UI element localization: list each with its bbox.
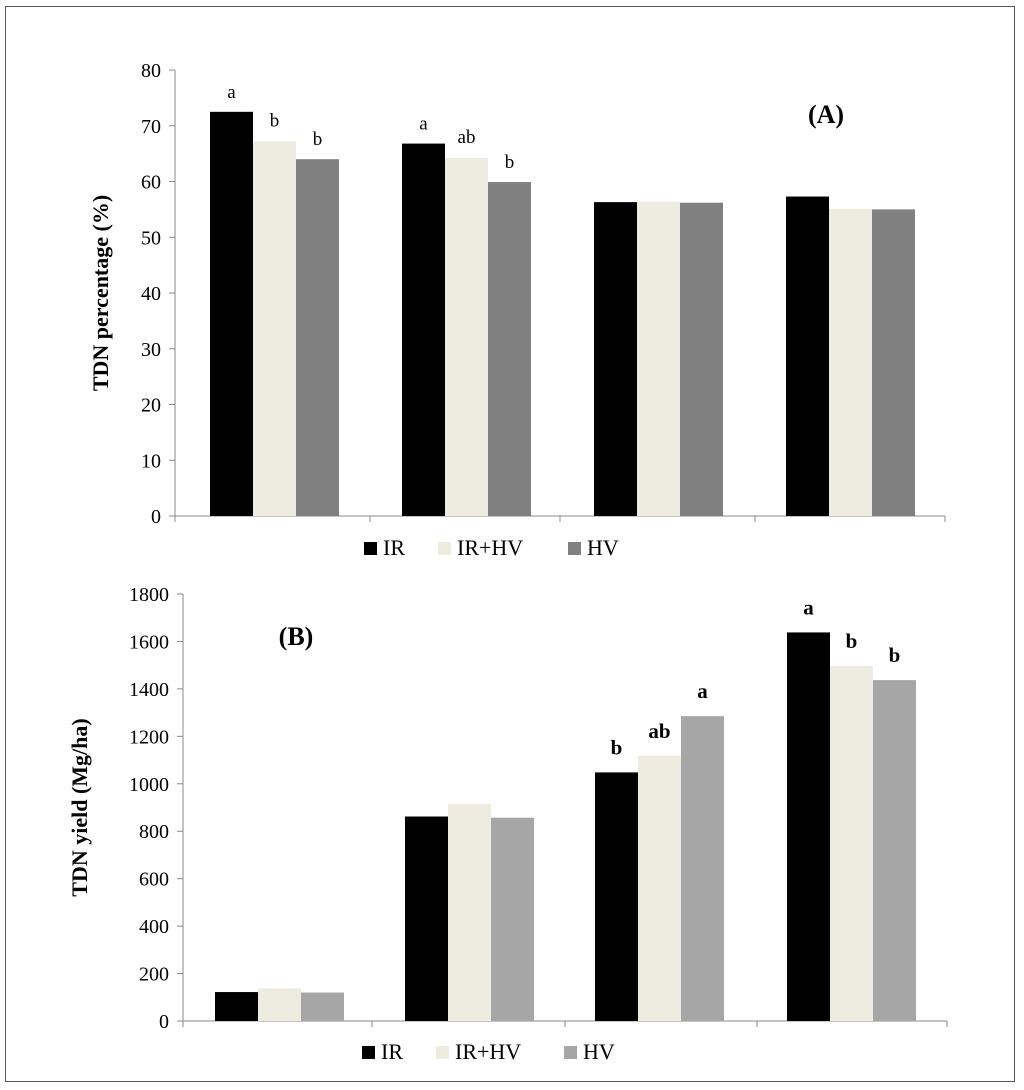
bar-a-ir-3 <box>594 202 637 516</box>
panel-label-a: (A) <box>808 100 844 129</box>
bar-a-ir-1 <box>210 111 253 516</box>
y-tick-label-a: 80 <box>141 60 161 82</box>
y-tick-label-b: 600 <box>139 869 169 891</box>
bar-b-ir-hv-4 <box>830 665 873 1021</box>
y-tick-label-b: 0 <box>159 1011 169 1033</box>
legend-swatch-b <box>436 1046 449 1059</box>
bar-a-hv-4 <box>872 209 915 516</box>
bar-a-hv-2 <box>488 182 531 516</box>
y-tick-label-a: 50 <box>141 227 161 249</box>
y-tick-label-a: 30 <box>141 339 161 361</box>
legend-swatch-a <box>438 542 451 555</box>
significance-label-a: a <box>227 82 236 103</box>
bar-b-hv-4 <box>873 680 916 1021</box>
bar-a-ir-2 <box>402 143 445 516</box>
bar-a-hv-1 <box>296 159 339 516</box>
significance-label-a: a <box>419 114 428 135</box>
legend-swatch-a <box>364 542 377 555</box>
bar-b-ir-hv-2 <box>448 803 491 1021</box>
bar-b-ir-2 <box>405 816 448 1021</box>
bar-b-hv-3 <box>681 716 724 1021</box>
bar-b-hv-2 <box>491 817 534 1021</box>
significance-label-b: a <box>697 679 708 703</box>
bar-b-hv-1 <box>301 992 344 1021</box>
bar-a-ir-4 <box>786 196 829 517</box>
y-tick-label-b: 1400 <box>129 679 169 701</box>
y-tick-label-b: 800 <box>139 821 169 843</box>
y-tick-label-b: 1200 <box>129 726 169 748</box>
significance-label-a: b <box>505 152 515 173</box>
y-tick-label-a: 10 <box>141 450 161 472</box>
legend-swatch-b <box>564 1046 577 1059</box>
significance-label-b: b <box>611 735 623 759</box>
bar-a-ir-hv-4 <box>829 208 872 516</box>
y-tick-label-a: 60 <box>141 172 161 194</box>
legend-label-a: IR <box>383 535 405 560</box>
y-tick-label-a: 0 <box>151 506 161 528</box>
bar-a-ir-hv-2 <box>445 158 488 516</box>
bar-b-ir-hv-1 <box>258 988 301 1021</box>
significance-label-a: ab <box>458 127 476 148</box>
y-tick-label-b: 1600 <box>129 631 169 653</box>
bar-a-ir-hv-1 <box>253 141 296 517</box>
significance-label-a: b <box>313 129 323 150</box>
significance-label-b: b <box>889 643 901 667</box>
bar-b-ir-hv-3 <box>638 755 681 1021</box>
legend-swatch-a <box>568 542 581 555</box>
legend-label-a: IR+HV <box>457 535 523 560</box>
figure-frame <box>5 6 1015 1082</box>
legend-label-b: HV <box>583 1039 615 1064</box>
bar-b-ir-3 <box>595 772 638 1021</box>
bar-a-ir-hv-3 <box>637 201 680 516</box>
legend-label-a: HV <box>587 535 619 560</box>
significance-label-b: a <box>803 595 814 619</box>
y-tick-label-b: 200 <box>139 964 169 986</box>
bar-a-hv-3 <box>680 202 723 516</box>
y-tick-label-b: 400 <box>139 916 169 938</box>
significance-label-a: b <box>270 110 280 131</box>
bar-b-ir-4 <box>787 632 830 1021</box>
y-tick-label-a: 20 <box>141 395 161 417</box>
legend-swatch-b <box>362 1046 375 1059</box>
significance-label-b: b <box>846 629 858 653</box>
panel-label-b: (B) <box>279 622 314 651</box>
y-tick-label-a: 40 <box>141 283 161 305</box>
bar-b-ir-1 <box>215 992 258 1021</box>
legend-label-b: IR <box>381 1039 403 1064</box>
significance-label-b: ab <box>648 719 670 743</box>
y-axis-title-b: TDN yield (Mg/ha) <box>67 718 92 896</box>
y-tick-label-b: 1000 <box>129 774 169 796</box>
y-tick-label-b: 1800 <box>129 584 169 606</box>
y-axis-title-a: TDN percentage (%) <box>88 195 113 391</box>
legend-label-b: IR+HV <box>455 1039 521 1064</box>
y-tick-label-a: 70 <box>141 116 161 138</box>
